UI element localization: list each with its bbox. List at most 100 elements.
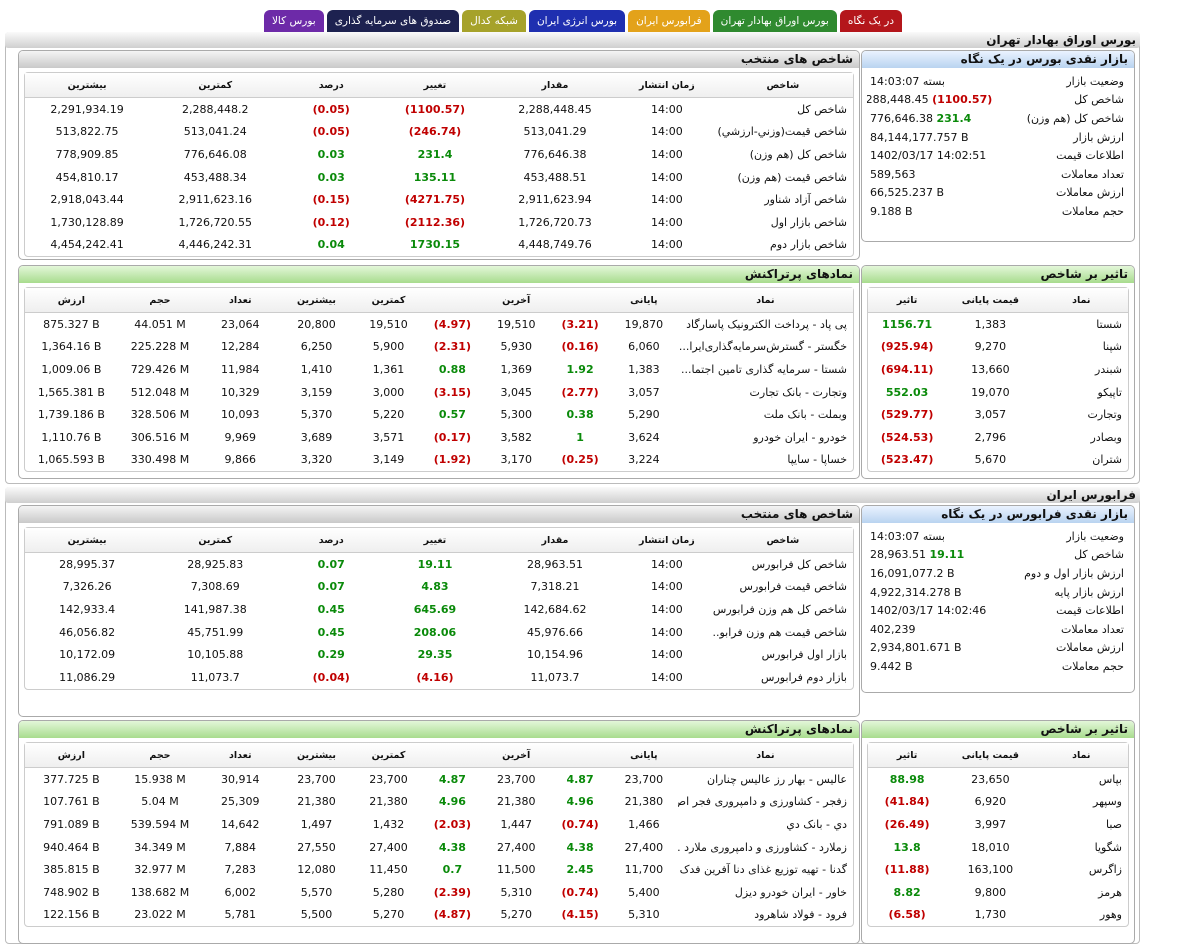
cell: 13.8	[893, 840, 921, 854]
summary-value: 9.188 B	[870, 204, 913, 218]
active-table-row: خاور - ایران خودرو دیزل 5,400 (0.74) 5,310 (…	[25, 881, 853, 904]
cell: 0.45	[317, 625, 345, 639]
tab[interactable]: بورس انرژی ایران	[528, 10, 626, 32]
summary-value-cell: 231.4 776,646.38	[867, 109, 995, 128]
summary-value: 1402/03/17 14:02:46	[870, 604, 987, 618]
cell: 21,380	[496, 795, 536, 809]
cell: 5,290	[628, 408, 660, 422]
summary-value: 28,963.51	[870, 548, 926, 562]
summary-row: حجم معاملات 9.188 B	[867, 202, 1129, 221]
cell: (694.11)	[880, 362, 934, 376]
impact-table-row: شگویا 18,010 13.8	[868, 836, 1128, 859]
cell: صبا	[1105, 817, 1122, 831]
cell: 5,500	[300, 908, 333, 922]
summary-row: وضعیت بازار بسته 14:03:07	[867, 527, 1129, 546]
cell: 0.03	[317, 170, 345, 184]
summary-panel-body: وضعیت بازار بسته 14:03:07 شاخص کل (1100.57)…	[867, 72, 1129, 221]
summary-label: ارزش معاملات	[1056, 641, 1124, 655]
indices-table-row: شاخص بازار اول 14:00 1,726,720.73 (2112.36)…	[25, 211, 853, 234]
cell: شتران	[1092, 453, 1122, 467]
cell: (26.49)	[884, 817, 930, 831]
cell: 1,065.593 B	[37, 453, 105, 467]
column-header: نماد	[677, 288, 853, 313]
cell: 0.57	[438, 408, 466, 422]
impact-table-header: نماد قیمت پایانی تاثیر	[868, 743, 1128, 768]
summary-value-cell: بسته 14:03:07	[867, 527, 995, 546]
summary-row: تعداد معاملات 589,563	[867, 165, 1129, 184]
summary-row: ارزش بازار 84,144,177.757 B	[867, 128, 1129, 147]
tab[interactable]: بورس اوراق بهادار تهران	[712, 10, 837, 32]
cell: (0.05)	[312, 125, 350, 139]
impact-table-row: شستا 1,383 1156.71	[868, 313, 1128, 336]
cell: 2,291,934.19	[50, 102, 124, 116]
summary-panel: بازار نقدی فرابورس در یک نگاه وضعیت بازار…	[861, 505, 1135, 693]
column-header: تاثیر	[868, 288, 947, 313]
cell: شبندر	[1095, 362, 1122, 376]
cell: 14:00	[651, 215, 683, 229]
active-table: نماد پایانی آخرین کمترین بیشترین تعداد حجم ارزش…	[25, 288, 853, 471]
cell: 29.35	[417, 648, 453, 662]
cell: وبملت - بانک ملت	[763, 408, 847, 422]
cell: (925.94)	[880, 340, 934, 354]
column-header: ارزش	[25, 288, 118, 313]
impact-table-row: صبا 3,997 (26.49)	[868, 813, 1128, 836]
cell: 10,154.96	[526, 648, 583, 662]
tab[interactable]: صندوق های سرمایه گذاری	[326, 10, 460, 32]
indices-table-row: شاخص کل فرابورس 14:00 28,963.51 19.11 0.07 28…	[25, 553, 853, 576]
cell: 5,220	[372, 408, 405, 422]
tab[interactable]: بورس کالا	[263, 10, 324, 32]
cell: (0.12)	[312, 215, 350, 229]
cell: (0.74)	[561, 885, 599, 899]
cell: وبصادر	[1090, 430, 1122, 444]
cell: 512.048 M	[130, 385, 190, 399]
indices-panel-body: شاخص زمان انتشار مقدار تغییر درصد کمترین بیشتر…	[24, 527, 854, 690]
summary-value-cell: 2,934,801.671 B	[867, 639, 995, 658]
active-table-row: عالیس - بهار رز عالیس چناران 23,700 4.87 23…	[25, 768, 853, 791]
summary-table: وضعیت بازار بسته 14:03:07 شاخص کل (1100.57)…	[867, 72, 1129, 221]
column-header: بیشترین	[25, 73, 150, 98]
cell: (2.31)	[433, 340, 471, 354]
tab[interactable]: فرابورس ایران	[628, 10, 710, 32]
indices-table-row: شاخص كل (هم وزن) 14:00 776,646.38 231.4 0.03…	[25, 143, 853, 166]
summary-row: اطلاعات قیمت 1402/03/17 14:02:51	[867, 146, 1129, 165]
indices-panel-title: شاخص های منتخب	[19, 51, 859, 68]
cell: 14:00	[651, 580, 683, 594]
summary-value: 2,934,801.671 B	[870, 641, 962, 655]
cell: 19,510	[496, 317, 536, 331]
summary-label: وضعیت بازار	[1066, 74, 1124, 88]
cell: 9,969	[224, 430, 257, 444]
summary-row: شاخص کل (1100.57) 2,288,448.45	[867, 91, 1129, 110]
active-panel-title: نمادهای پرتراکنش	[19, 721, 859, 738]
cell: 5,570	[300, 885, 333, 899]
cell: 1156.71	[882, 317, 933, 331]
tab[interactable]: شبکه کدال	[462, 10, 526, 32]
impact-table-row: تاپیکو 19,070 552.03	[868, 381, 1128, 404]
cell: 7,318.21	[530, 580, 580, 594]
column-header: بیشترین	[278, 288, 355, 313]
cell: (0.17)	[433, 430, 471, 444]
cell: شگویا	[1094, 840, 1122, 854]
indices-panel: شاخص های منتخب شاخص زمان انتشار مقدار تغییر د…	[18, 505, 860, 717]
indices-table-row: شاخص آزاد شناور 14:00 2,911,623.94 (4271.75…	[25, 188, 853, 211]
column-header	[550, 743, 610, 768]
cell: 778,909.85	[55, 147, 119, 161]
impact-table-row: زاگرس 163,100 (11.88)	[868, 858, 1128, 881]
impact-table-row: وبصادر 2,796 (524.53)	[868, 426, 1128, 449]
summary-label: اطلاعات قیمت	[1056, 149, 1124, 163]
cell: 138.682 M	[130, 885, 190, 899]
cell: (3.21)	[561, 317, 599, 331]
cell: 791.089 B	[43, 817, 100, 831]
tab[interactable]: در یک نگاه	[839, 10, 902, 32]
cell: 27,400	[496, 840, 536, 854]
cell: 3,000	[372, 385, 405, 399]
cell: شاخص كل (هم وزن)	[749, 147, 847, 161]
cell: 377.725 B	[43, 772, 100, 786]
active-table-header: نماد پایانی آخرین کمترین بیشترین تعداد حجم ارزش	[25, 743, 853, 768]
impact-table-row: شبندر 13,660 (694.11)	[868, 358, 1128, 381]
cell: 3,149	[372, 453, 405, 467]
cell: هرمز	[1098, 885, 1122, 899]
summary-value: 776,646.38	[870, 111, 933, 125]
cell: 225.228 M	[130, 340, 190, 354]
cell: 14:00	[651, 170, 683, 184]
